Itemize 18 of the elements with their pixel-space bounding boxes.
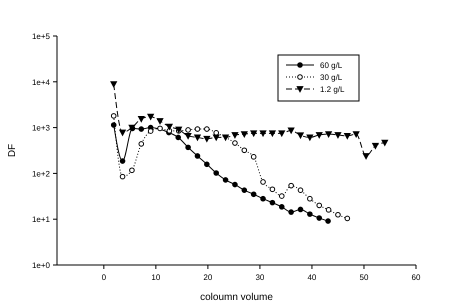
x-tick-label: 30 (255, 273, 265, 282)
legend-label: 60 g/L (320, 61, 343, 70)
x-tick-label: 60 (412, 273, 421, 282)
legend-label: 30 g/L (320, 73, 343, 82)
y-axis-title: DF (7, 144, 18, 158)
y-tick-label: 1e+1 (32, 215, 51, 224)
x-tick-label: 50 (360, 273, 369, 282)
x-tick-label: 10 (151, 273, 161, 282)
y-tick-label: 1e+0 (32, 261, 51, 270)
x-tick-label: 20 (203, 273, 213, 282)
x-tick-label: 40 (307, 273, 317, 282)
legend-label: 1.2 g/L (320, 85, 346, 94)
x-tick-label: 0 (102, 273, 107, 282)
y-tick-label: 1e+3 (32, 124, 51, 133)
x-axis-title: coloumn volume (200, 292, 274, 303)
y-tick-label: 1e+4 (32, 78, 51, 87)
y-tick-label: 1e+5 (32, 32, 51, 41)
y-tick-label: 1e+2 (32, 169, 51, 178)
